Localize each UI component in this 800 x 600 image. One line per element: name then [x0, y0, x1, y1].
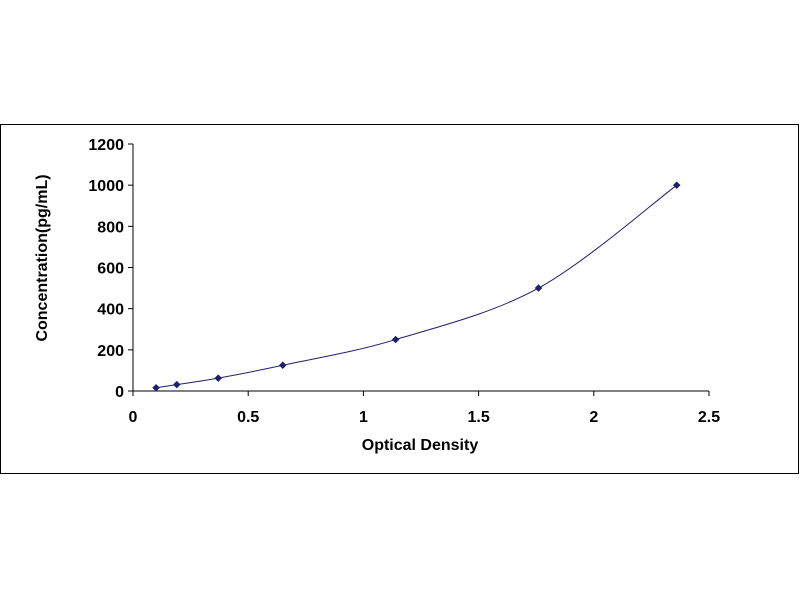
- y-tick-label: 800: [97, 219, 124, 236]
- data-points: [152, 181, 681, 392]
- y-tick-label: 1200: [88, 137, 124, 154]
- y-axis-ticks: 0 200 400 600 800 1000 1200: [88, 137, 133, 401]
- x-tick-label: 1: [359, 409, 368, 426]
- data-point-marker: [152, 383, 160, 392]
- y-tick-label: 200: [97, 343, 124, 360]
- x-axis-ticks: 0 0.5 1 1.5 2 2.5: [129, 391, 720, 426]
- x-tick-label: 0: [129, 409, 138, 426]
- x-tick-label: 2: [589, 409, 598, 426]
- fitted-curve: [155, 184, 678, 389]
- x-tick-label: 2.5: [698, 409, 720, 426]
- x-tick-label: 1.5: [467, 409, 489, 426]
- x-axis-title: Optical Density: [362, 437, 479, 454]
- y-tick-label: 400: [97, 302, 124, 319]
- data-point-marker: [278, 361, 287, 370]
- data-point-marker: [214, 374, 223, 382]
- x-tick-label: 0.5: [237, 409, 259, 426]
- data-point-marker: [672, 181, 681, 190]
- y-tick-label: 0: [115, 384, 124, 401]
- data-point-marker: [172, 380, 181, 389]
- data-point-marker: [391, 335, 400, 344]
- data-point-marker: [534, 284, 543, 292]
- y-tick-label: 1000: [88, 178, 124, 195]
- y-tick-label: 600: [97, 261, 124, 278]
- axes: [132, 144, 709, 392]
- y-axis-title: Concentration(pg/mL): [34, 174, 51, 341]
